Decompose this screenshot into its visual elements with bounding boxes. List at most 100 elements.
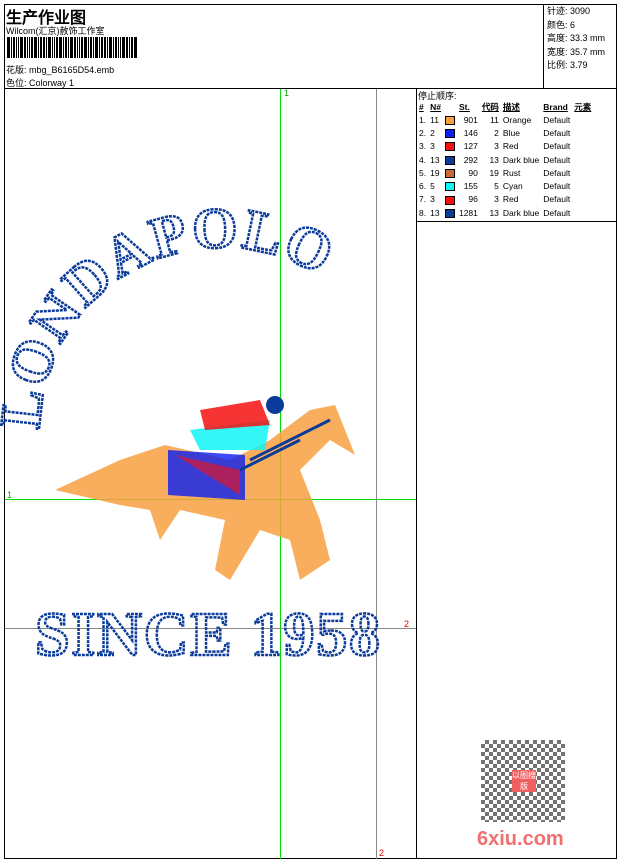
color-swatch [444,142,455,152]
info-box: 针迹: 3090 颜色: 6 高度: 33.3 mm 宽度: 35.7 mm 比… [543,4,617,89]
barcode-bar [134,37,137,58]
colorway: 色位: Colorway 1 [6,76,74,89]
needle-number: 3 [430,194,435,205]
barcode-bar [11,37,12,58]
needle-number: 2 [430,127,435,138]
color-description: Red [502,141,519,152]
barcode-bar [81,37,83,58]
stitch-count: 1281 [458,207,478,218]
needle-number: 3 [430,141,435,152]
column-header: St. [458,101,470,112]
left-guide-mark: 1 [7,490,13,500]
column-header: 描述 [502,101,520,112]
row-index: 1. [419,114,427,125]
brand: Default [543,141,571,152]
barcode-bar [120,37,121,58]
stitch-count: 292 [463,154,478,165]
color-description: Rust [502,167,521,178]
column-header: Brand [543,101,568,112]
barcode-bar [16,37,17,58]
brand: Default [543,127,571,138]
barcode-bar [118,37,119,58]
stitch-count: 146 [463,127,478,138]
barcode-bar [18,37,19,58]
needle-number: 5 [430,181,435,192]
table-divider [416,221,617,222]
barcode-bar [129,37,130,58]
barcode-bar [63,37,64,58]
barcode-bar [52,37,53,58]
needle-number: 13 [430,207,440,218]
column-header: 代码 [481,101,499,112]
barcode-bar [101,37,103,58]
vertical-guide-2 [376,89,377,859]
barcode-bar [48,37,51,58]
barcode-bar [54,37,55,58]
design-file-value: mbg_B6165D54.emb [29,65,115,75]
color-swatch-cell [443,166,457,179]
needle-number: 19 [430,167,440,178]
barcode-bar [93,37,94,58]
color-description: Blue [502,127,520,138]
barcode-bar [95,37,98,58]
barcode-bar [59,37,62,58]
horse-rider [55,396,355,580]
row-index: 4. [419,154,427,165]
barcode-bar [40,37,42,58]
color-swatch-cell [443,179,457,192]
barcode-bar [65,37,67,58]
color-swatch-cell [443,140,457,153]
color-swatch-cell [443,113,457,126]
barcode-bar [29,37,30,58]
table-row: 1. 11 901 11 Orange Default [417,113,593,126]
header [4,4,617,89]
stitch-count: 127 [463,141,478,152]
colorway-value: Colorway 1 [29,78,75,88]
color-description: Dark blue [502,207,540,218]
brand: Default [543,207,571,218]
color-code: 19 [489,167,499,178]
brand: Default [543,167,571,178]
stitch-count: 针迹: 3090 [547,6,591,16]
color-swatch-cell [443,126,457,139]
color-swatch-cell [443,193,457,206]
column-header: # [419,101,424,112]
barcode-bar [31,37,33,58]
brand: Default [543,154,571,165]
right-panel [416,88,617,859]
barcode-bar [70,37,73,58]
color-code: 5 [494,181,499,192]
color-swatch-cell [443,153,457,166]
horizontal-guide-2 [5,628,416,629]
barcode [7,37,162,58]
table-row: 7. 3 96 3 Red Default [417,193,593,206]
barcode-bar [34,37,37,58]
color-code: 11 [490,114,499,125]
barcode-bar [46,37,47,58]
color-count: 颜色: 6 [547,19,576,30]
barcode-bar [27,37,28,58]
stitch-count: 155 [463,181,478,192]
color-swatch [444,208,455,218]
table-row: 6. 5 155 5 Cyan Default [417,179,593,192]
barcode-bar [90,37,92,58]
design-width: 宽度: 35.7 mm [547,46,606,57]
barcode-bar [43,37,45,58]
table-row: 5. 19 90 19 Rust Default [417,166,593,179]
barcode-bar [13,37,15,58]
brand: Default [543,114,571,125]
color-swatch [444,182,455,192]
color-description: Dark blue [502,154,540,165]
row-index: 6. [419,181,427,192]
since-text: SINCE 1958 [35,601,380,669]
row-index: 3. [419,141,427,152]
table-row: 4. 13 292 13 Dark blue Default [417,153,593,166]
row-index: 7. [419,194,427,205]
design-scale: 比例: 3.79 [547,60,588,70]
barcode-bar [131,37,133,58]
color-swatch [444,168,455,178]
stitch-count: 901 [463,114,478,125]
brand: Default [543,194,571,205]
barcode-bar [20,37,23,58]
stop-sequence-title: 停止顺序: [418,91,457,101]
